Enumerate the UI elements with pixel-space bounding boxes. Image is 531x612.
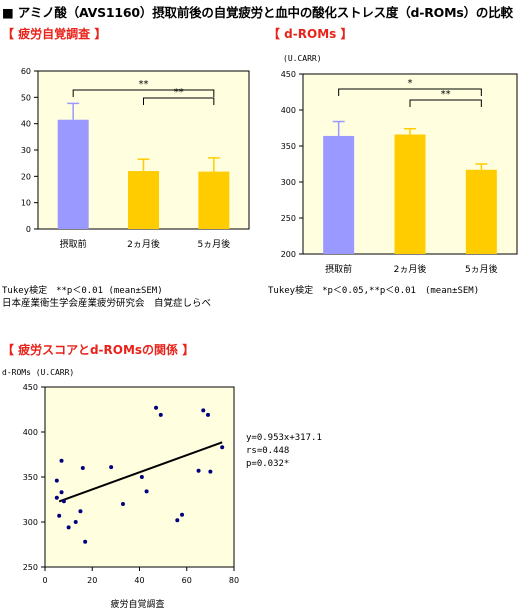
fatigue-bar bbox=[57, 119, 89, 229]
relation-x-tick-label: 60 bbox=[182, 576, 192, 585]
relation-data-point bbox=[196, 468, 201, 473]
fatigue-significance-label: ** bbox=[174, 87, 184, 98]
droms-category-label: 摂取前 bbox=[325, 263, 352, 275]
section-fatigue-heading: 【 疲労自覚調査 】 bbox=[2, 27, 107, 41]
title-bullet: ■ bbox=[2, 5, 14, 20]
relation-data-point bbox=[54, 495, 59, 500]
droms-y-tick-label: 450 bbox=[281, 70, 296, 79]
relation-y-axis-label: d-ROMs (U.CARR) bbox=[2, 368, 74, 377]
fatigue-y-tick-label: 60 bbox=[21, 67, 31, 76]
relation-data-point bbox=[59, 458, 64, 463]
fatigue-y-tick-label: 40 bbox=[21, 120, 31, 129]
droms-y-tick-label: 400 bbox=[281, 106, 296, 115]
relation-y-tick-label: 250 bbox=[23, 563, 38, 572]
fatigue-significance-bracket bbox=[72, 89, 215, 97]
droms-y-tick-label: 300 bbox=[281, 178, 296, 187]
fatigue-bar bbox=[128, 171, 159, 229]
fatigue-significance-label: ** bbox=[139, 79, 149, 90]
fatigue-category-label: 摂取前 bbox=[60, 238, 87, 250]
fatigue-bar bbox=[198, 171, 230, 229]
droms-significance-bracket bbox=[409, 99, 482, 107]
fatigue-stat-note: Tukey検定 **p＜0.01 (mean±SEM) bbox=[2, 286, 163, 296]
droms-significance-bracket bbox=[338, 88, 482, 96]
relation-x-tick-label: 80 bbox=[229, 576, 239, 585]
fatigue-bar-chart: 0 10 20 30 40 50 60 摂取前 2ヵ月後 5ヵ月後 ** ** bbox=[21, 67, 250, 250]
relation-y-tick-label: 400 bbox=[23, 428, 38, 437]
droms-y-tick-label: 200 bbox=[281, 250, 296, 259]
relation-data-point bbox=[175, 518, 180, 523]
relation-x-axis-label: 疲労自覚調査 bbox=[110, 598, 164, 610]
fatigue-y-tick-label: 20 bbox=[21, 172, 31, 181]
fatigue-source-note: 日本産業衛生学会産業疲労研究会 自覚症しらべ bbox=[2, 298, 212, 309]
droms-significance-label: ** bbox=[441, 89, 451, 100]
droms-category-label: 2ヵ月後 bbox=[394, 263, 427, 275]
section-relation-heading: 【 疲労スコアとd-ROMsの関係 】 bbox=[2, 343, 195, 357]
relation-annotation: p=0.032* bbox=[246, 459, 289, 469]
droms-bar bbox=[465, 169, 497, 254]
fatigue-y-tick-label: 10 bbox=[21, 199, 31, 208]
relation-data-point bbox=[220, 445, 225, 450]
fatigue-category-label: 2ヵ月後 bbox=[127, 238, 160, 250]
relation-data-point bbox=[180, 512, 185, 517]
droms-significance-label: * bbox=[408, 78, 413, 89]
relation-data-point bbox=[158, 412, 163, 417]
droms-y-tick-label: 350 bbox=[281, 142, 296, 151]
fatigue-y-tick-label: 0 bbox=[26, 225, 31, 234]
relation-data-point bbox=[61, 499, 66, 504]
droms-bar bbox=[394, 134, 426, 254]
droms-y-unit-label: (U.CARR) bbox=[283, 54, 322, 63]
relation-data-point bbox=[78, 509, 83, 514]
relation-x-tick-label: 20 bbox=[87, 576, 97, 585]
section-droms-heading: 【 d-ROMs 】 bbox=[268, 27, 353, 41]
page-title: ■ アミノ酸（AVS1160）摂取前後の自覚疲労と血中の酸化ストレス度（d-RO… bbox=[2, 2, 513, 21]
relation-y-tick-label: 450 bbox=[23, 383, 38, 392]
relation-data-point bbox=[201, 408, 206, 413]
droms-stat-note: Tukey検定 *p＜0.05,**p＜0.01 (mean±SEM) bbox=[268, 286, 480, 296]
droms-bar bbox=[323, 135, 355, 254]
relation-data-point bbox=[66, 525, 71, 530]
relation-data-point bbox=[59, 490, 64, 495]
relation-data-point bbox=[57, 513, 62, 518]
relation-data-point bbox=[80, 466, 85, 470]
title-text: アミノ酸（AVS1160）摂取前後の自覚疲労と血中の酸化ストレス度（d-ROMs… bbox=[17, 5, 513, 20]
relation-annotation: rs=0.448 bbox=[246, 446, 289, 456]
relation-data-point bbox=[120, 502, 125, 506]
relation-plot-area bbox=[44, 386, 235, 568]
relation-data-point bbox=[73, 520, 78, 524]
droms-category-label: 5ヵ月後 bbox=[465, 263, 498, 275]
relation-regression-line bbox=[58, 441, 223, 503]
relation-x-tick-label: 40 bbox=[134, 576, 144, 585]
relation-data-point bbox=[83, 539, 88, 544]
droms-y-tick-label: 250 bbox=[281, 214, 296, 223]
fatigue-y-tick-label: 50 bbox=[21, 93, 31, 102]
relation-data-point bbox=[208, 469, 213, 474]
relation-y-tick-label: 300 bbox=[23, 518, 38, 527]
fatigue-significance-bracket bbox=[143, 97, 215, 105]
relation-data-point bbox=[154, 405, 159, 410]
relation-data-point bbox=[109, 465, 114, 470]
relation-data-point bbox=[144, 489, 149, 494]
fatigue-category-label: 5ヵ月後 bbox=[197, 238, 230, 250]
relation-y-tick-label: 350 bbox=[23, 473, 38, 482]
fatigue-y-tick-label: 30 bbox=[21, 146, 31, 155]
relation-x-tick-label: 0 bbox=[42, 576, 47, 585]
relation-data-point bbox=[206, 412, 211, 417]
relation-data-point bbox=[139, 475, 144, 479]
relation-annotation: y=0.953x+317.1 bbox=[246, 433, 322, 443]
relation-scatter-chart: d-ROMs (U.CARR) 250 300 350 400 450 0 20 40 60 80 疲… bbox=[2, 368, 322, 610]
relation-data-point bbox=[54, 478, 59, 483]
